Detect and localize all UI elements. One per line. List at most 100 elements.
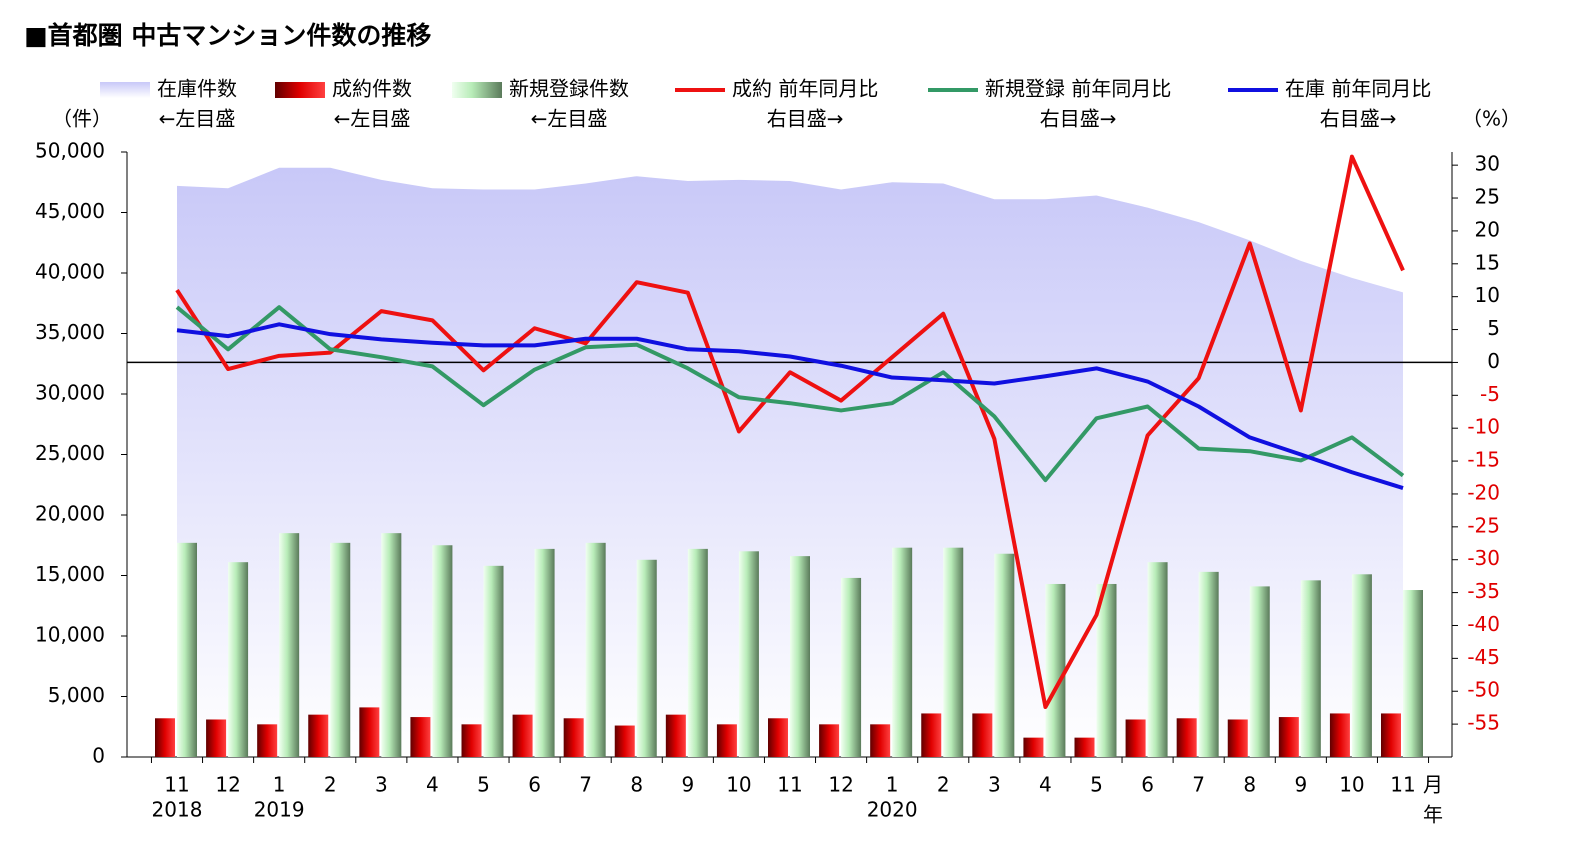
x-tick-label: 7: [1192, 773, 1205, 797]
x-tick-label: 3: [988, 773, 1001, 797]
x-tick-label: 4: [1039, 773, 1052, 797]
bar: [870, 724, 891, 757]
legend-label: 成約件数: [332, 77, 412, 101]
bar: [665, 714, 686, 757]
x-tick-label: 6: [1141, 773, 1154, 797]
bar: [279, 533, 300, 757]
x-tick-label: 2: [937, 773, 950, 797]
bar: [512, 714, 533, 757]
x-tick-label: 10: [1339, 773, 1364, 797]
legend-swatch: [100, 82, 150, 98]
year-label: 2019: [254, 798, 305, 822]
line: [175, 305, 1405, 483]
bar: [1329, 713, 1350, 757]
y2-tick-label: 10: [1475, 283, 1500, 307]
bar: [1227, 719, 1248, 757]
y-tick-label: 15,000: [35, 562, 105, 586]
bar: [308, 714, 329, 757]
bar: [1074, 737, 1095, 757]
legend-note: 右目盛→: [767, 107, 844, 131]
y-tick-label: 25,000: [35, 441, 105, 465]
bar: [177, 542, 197, 757]
y-tick-label: 30,000: [35, 381, 105, 405]
bar: [1300, 580, 1321, 757]
x-tick-label: 6: [528, 773, 541, 797]
bar: [432, 545, 453, 757]
y-tick-label: 20,000: [35, 502, 105, 526]
line: [176, 322, 1404, 490]
legend-label: 成約 前年同月比: [732, 77, 878, 101]
x-tick-label: 11: [164, 773, 189, 797]
y2-tick-label: -15: [1467, 448, 1500, 472]
x-tick-label: 1: [886, 773, 899, 797]
legend-note: ←左目盛: [334, 107, 411, 131]
y-axis-label: （件）: [52, 107, 112, 131]
chart-title: ■首都圏 中古マンション件数の推移: [24, 21, 431, 50]
line: [175, 154, 1405, 710]
x-tick-label: 4: [426, 773, 439, 797]
bar: [972, 713, 993, 757]
x-tick-label: 11: [777, 773, 802, 797]
x-tick-label: 9: [681, 773, 694, 797]
y2-tick-label: 15: [1475, 250, 1500, 274]
y-tick-label: 5,000: [48, 683, 105, 707]
y2-tick-label: -35: [1467, 579, 1500, 603]
bar: [614, 725, 635, 757]
bar: [1403, 590, 1423, 757]
y2-tick-label: -30: [1467, 546, 1500, 570]
bar: [768, 718, 788, 757]
bar: [228, 562, 249, 757]
x-tick-label: 12: [828, 773, 853, 797]
bar: [585, 542, 606, 757]
y2-tick-label: -20: [1467, 480, 1500, 504]
x-tick-label: 5: [1090, 773, 1103, 797]
year-label: 2020: [867, 798, 918, 822]
bar: [1045, 583, 1066, 757]
x-tick-label: 8: [630, 773, 643, 797]
bar: [943, 547, 964, 757]
year-label: 2018: [152, 798, 203, 822]
bar: [1147, 562, 1168, 757]
y2-tick-label: -55: [1467, 711, 1500, 735]
bar: [563, 718, 584, 757]
y-tick-label: 10,000: [35, 623, 105, 647]
bar: [257, 724, 278, 757]
y-tick-label: 40,000: [35, 260, 105, 284]
bar: [410, 717, 431, 757]
bar: [1096, 583, 1117, 757]
bar: [841, 577, 862, 757]
bar: [1176, 718, 1197, 757]
x-tick-label: 7: [579, 773, 592, 797]
bar: [1249, 586, 1270, 757]
bar: [155, 718, 175, 757]
x-tick-label: 3: [375, 773, 388, 797]
bar: [636, 559, 657, 757]
bar: [461, 724, 482, 757]
bar: [790, 556, 810, 757]
bar: [381, 533, 402, 757]
bar: [921, 713, 942, 757]
y2-tick-label: -40: [1467, 612, 1500, 636]
bar: [819, 724, 840, 757]
legend-note: ←左目盛: [531, 107, 608, 131]
legend-label: 新規登録件数: [509, 77, 629, 101]
y-tick-label: 0: [92, 744, 105, 768]
bar: [892, 547, 913, 757]
x-tick-label: 11: [1390, 773, 1415, 797]
bar: [738, 551, 759, 757]
y-tick-label: 45,000: [35, 199, 105, 223]
x-unit-label: 月: [1423, 773, 1443, 797]
x-tick-label: 1: [273, 773, 286, 797]
bar: [206, 719, 227, 757]
y2-tick-label: 20: [1475, 217, 1500, 241]
x-tick-label: 2: [324, 773, 337, 797]
bar: [994, 553, 1015, 757]
bar: [330, 542, 351, 757]
legend-label: 在庫件数: [157, 77, 237, 101]
y2-tick-label: -50: [1467, 678, 1500, 702]
y2-tick-label: 30: [1475, 152, 1500, 176]
bar: [687, 548, 708, 757]
y-tick-label: 35,000: [35, 320, 105, 344]
y2-axis-label: （%）: [1462, 107, 1521, 131]
